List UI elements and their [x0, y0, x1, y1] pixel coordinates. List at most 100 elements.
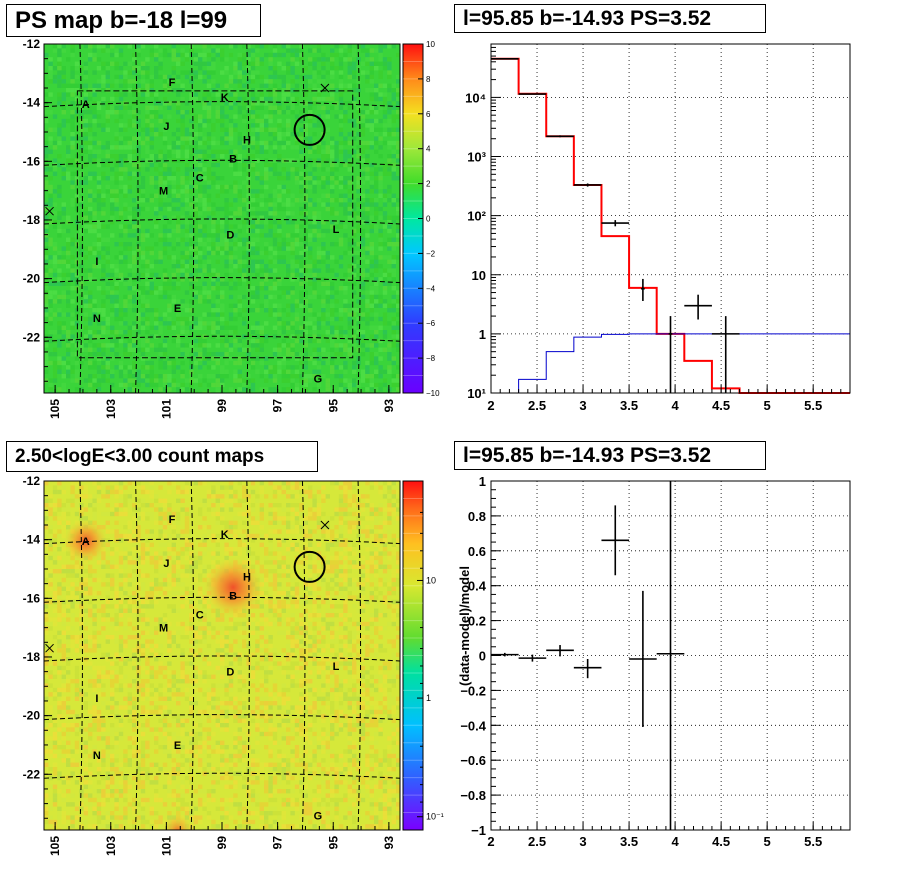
ps-map-pixel [83, 316, 88, 322]
ps-map-pixel [321, 96, 326, 102]
ps-map-pixel [242, 140, 247, 146]
count-map-pixel [118, 573, 124, 578]
ps-map-pixel [220, 290, 225, 295]
ps-map-pixel [158, 57, 163, 62]
ps-map-pixel [237, 391, 242, 393]
ps-map-pixel [118, 255, 124, 260]
ps-map-pixel [79, 387, 84, 392]
ps-map-pixel [52, 114, 58, 119]
count-map-pixel [158, 542, 163, 547]
ps-map-pixel [272, 44, 278, 49]
ps-map-pixel [382, 334, 388, 339]
count-map-pixel [140, 573, 146, 578]
count-map-pixel [286, 494, 291, 499]
ps-map-pixel [110, 272, 115, 278]
ps-map-pixel [96, 101, 102, 106]
count-map-pixel [96, 595, 102, 600]
ps-map-pixel [215, 162, 220, 168]
ps-map-pixel [61, 79, 66, 84]
count-map-pixel [224, 525, 229, 530]
ps-map-pixel [206, 176, 212, 181]
count-map-pixel [224, 520, 229, 525]
ps-map-pixel [189, 360, 194, 366]
count-map-pixel [193, 560, 198, 565]
ps-map-pixel [44, 206, 49, 212]
ps-map-pixel [57, 233, 62, 238]
ps-map-pixel [286, 105, 291, 110]
ps-map-pixel [57, 387, 62, 392]
ps-map-pixel [171, 66, 176, 71]
count-map-pixel [61, 564, 66, 569]
ps-map-pixel [378, 48, 383, 53]
count-map-pixel [352, 520, 357, 525]
count-map-pixel [162, 533, 168, 539]
count-map-pixel [189, 591, 194, 596]
ps-map-pixel [132, 374, 137, 379]
ps-map-pixel [140, 96, 146, 102]
ps-map-pixel [70, 48, 75, 53]
ps-map-pixel [228, 233, 234, 238]
ps-map-pixel [136, 66, 141, 71]
ps-map-pixel [242, 259, 247, 264]
ps-map-pixel [136, 184, 141, 190]
ps-map-pixel [149, 382, 154, 388]
ps-map-pixel [360, 352, 366, 357]
ps-map-pixel [211, 96, 216, 102]
ps-map-pixel [387, 356, 392, 361]
ps-map-pixel [360, 330, 366, 335]
ps-map-pixel [259, 347, 264, 352]
ps-map-pixel [114, 52, 119, 58]
count-map-pixel [66, 564, 71, 569]
ps-map-pixel [66, 338, 71, 344]
ps-map-pixel [250, 378, 256, 383]
ps-map-pixel [48, 303, 53, 308]
ps-map-pixel [176, 110, 181, 115]
ps-map-pixel [233, 61, 238, 66]
count-map-pixel [347, 577, 352, 583]
count-map-pixel [391, 591, 396, 596]
ps-map-pixel [224, 206, 229, 212]
ps-map-pixel [330, 387, 335, 392]
ps-map-pixel [44, 180, 49, 185]
ps-map-pixel [127, 325, 132, 330]
count-map-pixel [242, 485, 247, 490]
ps-map-pixel [171, 259, 176, 264]
ps-map-pixel [255, 338, 260, 344]
ps-map-pixel [360, 281, 366, 286]
count-map-pixel [365, 529, 370, 534]
ps-map-pixel [162, 378, 168, 383]
ps-map-pixel [347, 189, 352, 194]
count-map-pixel [193, 551, 198, 556]
ps-map-pixel [198, 374, 203, 379]
ps-map-pixel [193, 162, 198, 168]
ps-map-pixel [286, 365, 291, 370]
count-map-pixel [114, 564, 119, 569]
ps-map-pixel [233, 79, 238, 84]
ps-map-pixel [365, 321, 370, 326]
ps-map-pixel [140, 325, 146, 330]
count-map-pixel [48, 494, 53, 499]
count-map-pixel [303, 560, 308, 565]
ps-map-pixel [237, 356, 242, 361]
ps-map-pixel [52, 189, 58, 194]
ps-map-pixel [387, 88, 392, 93]
ps-map-pixel [114, 61, 119, 66]
count-map-pixel [272, 494, 278, 499]
count-map-pixel [180, 564, 185, 569]
ps-map-pixel [220, 294, 225, 300]
ps-map-pixel [123, 202, 128, 207]
ps-map-pixel [268, 118, 273, 124]
ps-map-pixel [224, 202, 229, 207]
ps-map-pixel [334, 374, 339, 379]
ps-map-pixel [369, 70, 374, 75]
count-map-pixel [110, 551, 115, 556]
ps-map-pixel [316, 149, 322, 154]
ps-map-pixel [48, 198, 53, 203]
count-map-pixel [211, 489, 216, 495]
count-map-pixel [132, 555, 137, 561]
ps-map-pixel [92, 365, 97, 370]
ps-map-pixel [88, 330, 93, 335]
ps-map-pixel [338, 74, 344, 80]
ps-map-pixel [360, 233, 366, 238]
count-map-pixel [281, 564, 286, 569]
